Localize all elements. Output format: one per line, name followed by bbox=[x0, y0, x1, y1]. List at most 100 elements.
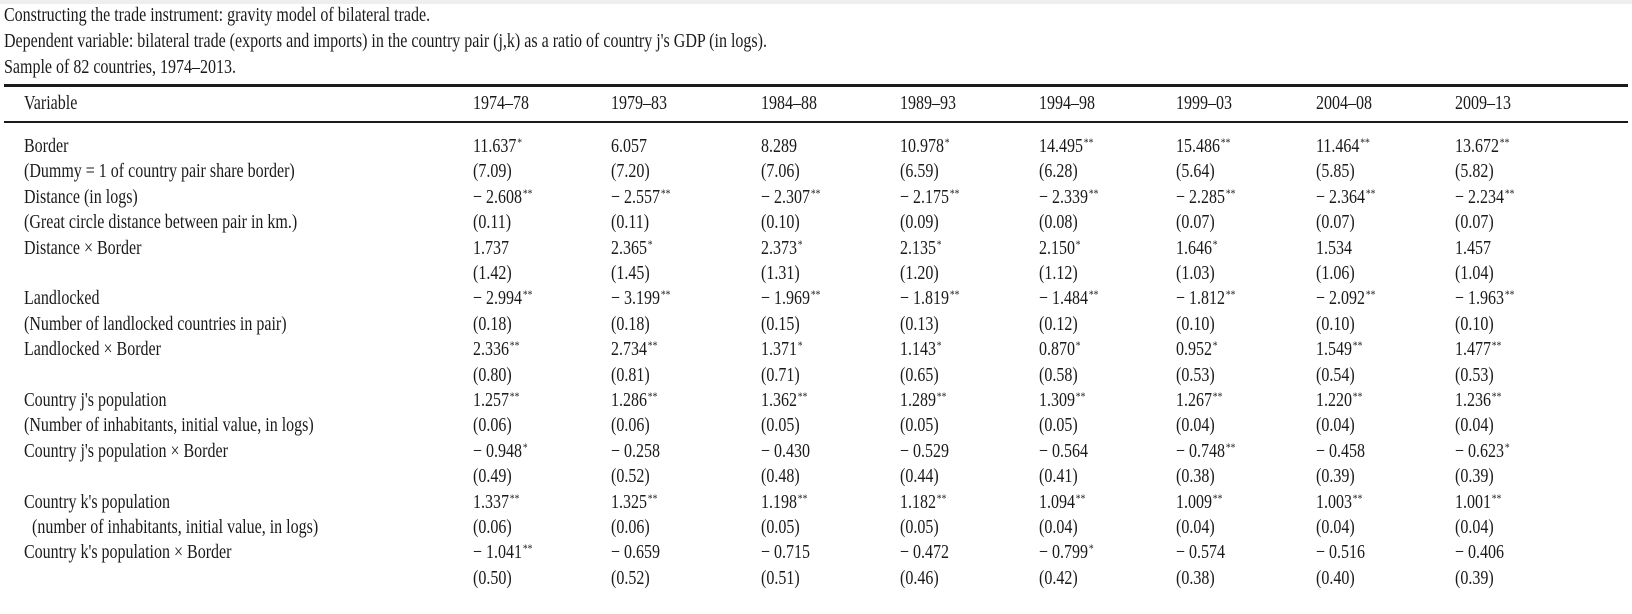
significance-stars: ** bbox=[936, 490, 947, 505]
row-label: (Number of inhabitants, initial value, i… bbox=[24, 414, 314, 436]
cell-value: (0.46) bbox=[900, 566, 939, 589]
table-cell: − 2.608** bbox=[473, 186, 532, 208]
significance-stars: ** bbox=[522, 541, 533, 556]
table-cell: (0.04) bbox=[1039, 516, 1078, 538]
table-cell: (0.09) bbox=[900, 211, 939, 233]
table-cell: − 0.458 bbox=[1316, 440, 1365, 462]
table-cell: − 1.812** bbox=[1176, 287, 1235, 309]
table-cell: 1.182** bbox=[900, 491, 946, 513]
cell-value: − 0.258 bbox=[611, 439, 661, 462]
cell-value: − 1.041 bbox=[473, 541, 523, 564]
cell-value: − 0.430 bbox=[761, 439, 811, 462]
table-cell: (0.52) bbox=[611, 567, 650, 589]
table-cell: (0.52) bbox=[611, 465, 650, 487]
header-rule bbox=[4, 121, 1628, 123]
row-label: (Great circle distance between pair in k… bbox=[24, 211, 297, 233]
significance-stars: ** bbox=[509, 389, 520, 403]
cell-value: 1.267 bbox=[1176, 389, 1212, 411]
row-label: Landlocked × Border bbox=[24, 338, 161, 360]
cell-value: 15.486 bbox=[1176, 135, 1220, 157]
table-cell: (6.59) bbox=[900, 160, 939, 182]
significance-stars: ** bbox=[647, 389, 658, 403]
significance-stars: ** bbox=[1352, 338, 1363, 353]
table-cell: 8.289 bbox=[761, 135, 797, 157]
table-cell: (0.38) bbox=[1176, 465, 1215, 487]
significance-stars: ** bbox=[1075, 490, 1086, 505]
table-cell: (7.09) bbox=[473, 160, 512, 182]
cell-value: − 0.472 bbox=[900, 541, 950, 564]
cell-value: 1.371 bbox=[761, 338, 797, 361]
cell-value: − 0.529 bbox=[900, 439, 950, 462]
significance-stars: ** bbox=[1365, 287, 1376, 302]
cell-value: − 0.799 bbox=[1039, 541, 1089, 564]
cell-value: 2.365 bbox=[611, 236, 647, 259]
table-cell: (0.51) bbox=[761, 567, 800, 589]
cell-value: (0.10) bbox=[1455, 312, 1494, 335]
table-cell: − 2.307** bbox=[761, 186, 820, 208]
cell-value: − 1.484 bbox=[1039, 287, 1089, 310]
cell-value: (1.31) bbox=[761, 262, 800, 284]
table-cell: (0.04) bbox=[1316, 414, 1355, 436]
table-cell: (7.20) bbox=[611, 160, 650, 182]
cell-value: (0.04) bbox=[1455, 516, 1494, 538]
table-cell: (1.12) bbox=[1039, 262, 1078, 284]
table-cell: (0.39) bbox=[1455, 567, 1494, 589]
cell-value: − 0.748 bbox=[1176, 439, 1226, 462]
cell-value: (0.52) bbox=[611, 465, 650, 488]
cell-value: (0.07) bbox=[1455, 211, 1494, 234]
cell-value: (0.04) bbox=[1316, 516, 1355, 538]
cell-value: 2.373 bbox=[761, 236, 797, 259]
table-cell: 1.009** bbox=[1176, 491, 1222, 513]
table-cell: 2.135* bbox=[900, 237, 942, 259]
cell-value: (5.85) bbox=[1316, 160, 1355, 183]
significance-stars: * bbox=[1212, 236, 1218, 251]
cell-value: (1.42) bbox=[473, 262, 512, 284]
cell-value: (1.03) bbox=[1176, 262, 1215, 284]
table-cell: − 0.659 bbox=[611, 541, 660, 563]
table-cell: (0.05) bbox=[900, 516, 939, 538]
table-cell: − 0.574 bbox=[1176, 541, 1225, 563]
table-cell: − 1.963** bbox=[1455, 287, 1514, 309]
table-cell: 1.534 bbox=[1316, 237, 1352, 259]
cell-value: (0.50) bbox=[473, 566, 512, 589]
cell-value: (0.05) bbox=[900, 414, 939, 437]
cell-value: 1.182 bbox=[900, 490, 936, 513]
significance-stars: ** bbox=[1088, 287, 1099, 302]
table-cell: (1.03) bbox=[1176, 262, 1215, 284]
table-cell: (0.65) bbox=[900, 364, 939, 386]
table-cell: (0.80) bbox=[473, 364, 512, 386]
table-cell: (6.28) bbox=[1039, 160, 1078, 182]
table-cell: 10.978* bbox=[900, 135, 950, 157]
table-cell: 1.646* bbox=[1176, 237, 1218, 259]
table-cell: − 2.994** bbox=[473, 287, 532, 309]
column-header: 2004–08 bbox=[1316, 92, 1372, 114]
cell-value: (0.15) bbox=[761, 312, 800, 335]
cell-value: − 3.199 bbox=[611, 287, 661, 310]
table-cell: (0.13) bbox=[900, 313, 939, 335]
cell-value: 14.495 bbox=[1039, 135, 1083, 157]
cell-value: (0.49) bbox=[473, 465, 512, 488]
cell-value: − 2.092 bbox=[1316, 287, 1366, 310]
cell-value: Country j's population × Border bbox=[24, 439, 228, 462]
table-cell: (5.64) bbox=[1176, 160, 1215, 182]
cell-value: 11.637 bbox=[473, 135, 517, 157]
significance-stars: ** bbox=[1088, 185, 1099, 200]
cell-value: (5.64) bbox=[1176, 160, 1215, 183]
table-cell: 1.337** bbox=[473, 491, 519, 513]
cell-value: (0.81) bbox=[611, 363, 650, 386]
table-cell: (0.53) bbox=[1176, 364, 1215, 386]
table-cell: (0.81) bbox=[611, 364, 650, 386]
table-cell: (0.18) bbox=[611, 313, 650, 335]
cell-value: 0.952 bbox=[1176, 338, 1212, 361]
cell-value: (0.05) bbox=[761, 414, 800, 437]
row-label: Distance × Border bbox=[24, 237, 141, 259]
table-cell: − 2.339** bbox=[1039, 186, 1098, 208]
table-cell: − 2.092** bbox=[1316, 287, 1375, 309]
table-cell: (0.04) bbox=[1455, 516, 1494, 538]
table-cell: (0.71) bbox=[761, 364, 800, 386]
column-header: 1984–88 bbox=[761, 92, 817, 114]
cell-value: 1.457 bbox=[1455, 236, 1491, 259]
table-cell: 1.477** bbox=[1455, 338, 1501, 360]
table-cell: − 2.175** bbox=[900, 186, 959, 208]
column-header: 1999–03 bbox=[1176, 92, 1232, 114]
